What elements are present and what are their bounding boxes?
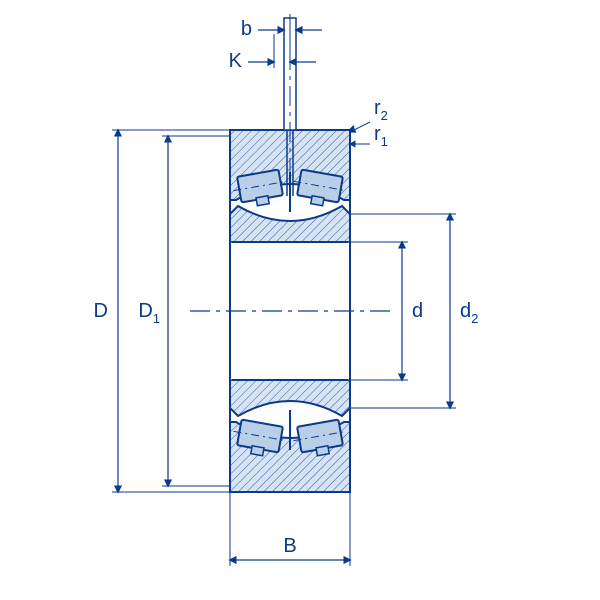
label-d2: d2	[460, 300, 478, 326]
label-B: B	[283, 535, 296, 557]
label-K: K	[229, 50, 243, 72]
label-r1: r1	[374, 123, 388, 149]
bearing-diagram: D D1 d d2 BbKr2r1	[0, 0, 600, 600]
label-D: D	[94, 300, 108, 322]
label-d: d	[412, 300, 423, 322]
label-b: b	[241, 18, 252, 40]
label-D1: D1	[138, 300, 160, 326]
label-r2: r2	[374, 97, 388, 123]
